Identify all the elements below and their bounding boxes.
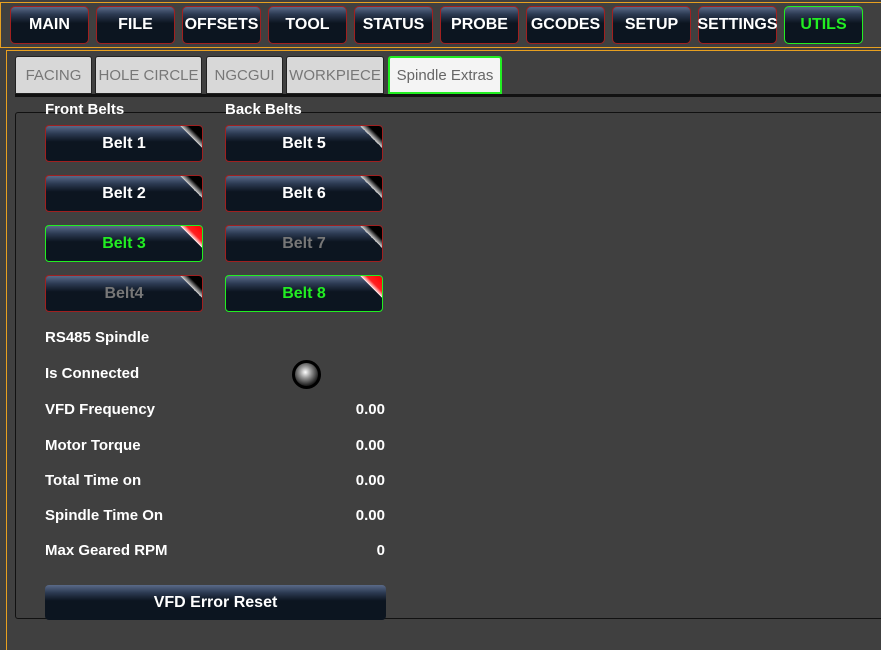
- is-connected-label: Is Connected: [45, 365, 140, 382]
- belt-indicator-icon: [360, 276, 382, 298]
- nav-button-tool[interactable]: TOOL: [268, 6, 347, 44]
- nav-button-utils[interactable]: UTILS: [784, 6, 863, 44]
- belt-button-3[interactable]: Belt 3: [45, 225, 203, 262]
- belt-indicator-icon: [180, 176, 202, 198]
- belt-label: Belt 3: [102, 234, 146, 252]
- spindle-row-value: 0: [376, 542, 385, 559]
- nav-button-settings[interactable]: SETTINGS: [698, 6, 778, 44]
- belt-button-7: Belt 7: [225, 225, 383, 262]
- spindle-row-value: 0.00: [355, 507, 385, 524]
- belt-button-5[interactable]: Belt 5: [225, 125, 383, 162]
- tab-hole-circle[interactable]: HOLE CIRCLE: [95, 56, 202, 94]
- main-nav-bar: [0, 2, 881, 48]
- belt-indicator-icon: [180, 276, 202, 298]
- rs485-spindle-title: RS485 Spindle: [45, 329, 150, 346]
- belt-label: Belt 7: [282, 234, 326, 252]
- belt-button-1[interactable]: Belt 1: [45, 125, 203, 162]
- belt-label: Belt 2: [102, 184, 146, 202]
- tab-divider: [15, 94, 881, 97]
- belt-label: Belt 5: [282, 134, 326, 152]
- tab-facing[interactable]: FACING: [15, 56, 92, 94]
- spindle-row-label: Motor Torque: [45, 437, 141, 454]
- tab-workpiece[interactable]: WORKPIECE: [286, 56, 384, 94]
- back-belts-label: Back Belts: [225, 101, 302, 118]
- belt-button-6[interactable]: Belt 6: [225, 175, 383, 212]
- tab-spindle-extras[interactable]: Spindle Extras: [388, 56, 502, 94]
- belt-button-4: Belt4: [45, 275, 203, 312]
- belt-label: Belt 1: [102, 134, 146, 152]
- belt-indicator-icon: [180, 226, 202, 248]
- nav-button-setup[interactable]: SETUP: [612, 6, 691, 44]
- spindle-row-label: Max Geared RPM: [45, 542, 168, 559]
- spindle-row-label: Total Time on: [45, 472, 142, 489]
- belt-indicator-icon: [360, 126, 382, 148]
- spindle-row-label: Spindle Time On: [45, 507, 164, 524]
- nav-button-gcodes[interactable]: GCODES: [526, 6, 605, 44]
- connection-led-icon: [292, 360, 321, 389]
- belt-button-8[interactable]: Belt 8: [225, 275, 383, 312]
- belt-indicator-icon: [360, 226, 382, 248]
- nav-button-status[interactable]: STATUS: [354, 6, 433, 44]
- belt-indicator-icon: [180, 126, 202, 148]
- nav-button-file[interactable]: FILE: [96, 6, 175, 44]
- belt-indicator-icon: [360, 176, 382, 198]
- belt-label: Belt 8: [282, 284, 326, 302]
- content-frame: [6, 50, 881, 650]
- nav-button-offsets[interactable]: OFFSETS: [182, 6, 261, 44]
- nav-button-probe[interactable]: PROBE: [440, 6, 519, 44]
- belt-label: Belt 6: [282, 184, 326, 202]
- spindle-row-value: 0.00: [355, 437, 385, 454]
- belt-label: Belt4: [104, 284, 144, 302]
- front-belts-label: Front Belts: [45, 101, 125, 118]
- spindle-row-value: 0.00: [355, 472, 385, 489]
- spindle-row-value: 0.00: [355, 401, 385, 418]
- vfd-error-reset-button[interactable]: VFD Error Reset: [45, 585, 386, 620]
- spindle-row-label: VFD Frequency: [45, 401, 156, 418]
- tab-ngcgui[interactable]: NGCGUI: [206, 56, 283, 94]
- nav-button-main[interactable]: MAIN: [10, 6, 89, 44]
- belt-button-2[interactable]: Belt 2: [45, 175, 203, 212]
